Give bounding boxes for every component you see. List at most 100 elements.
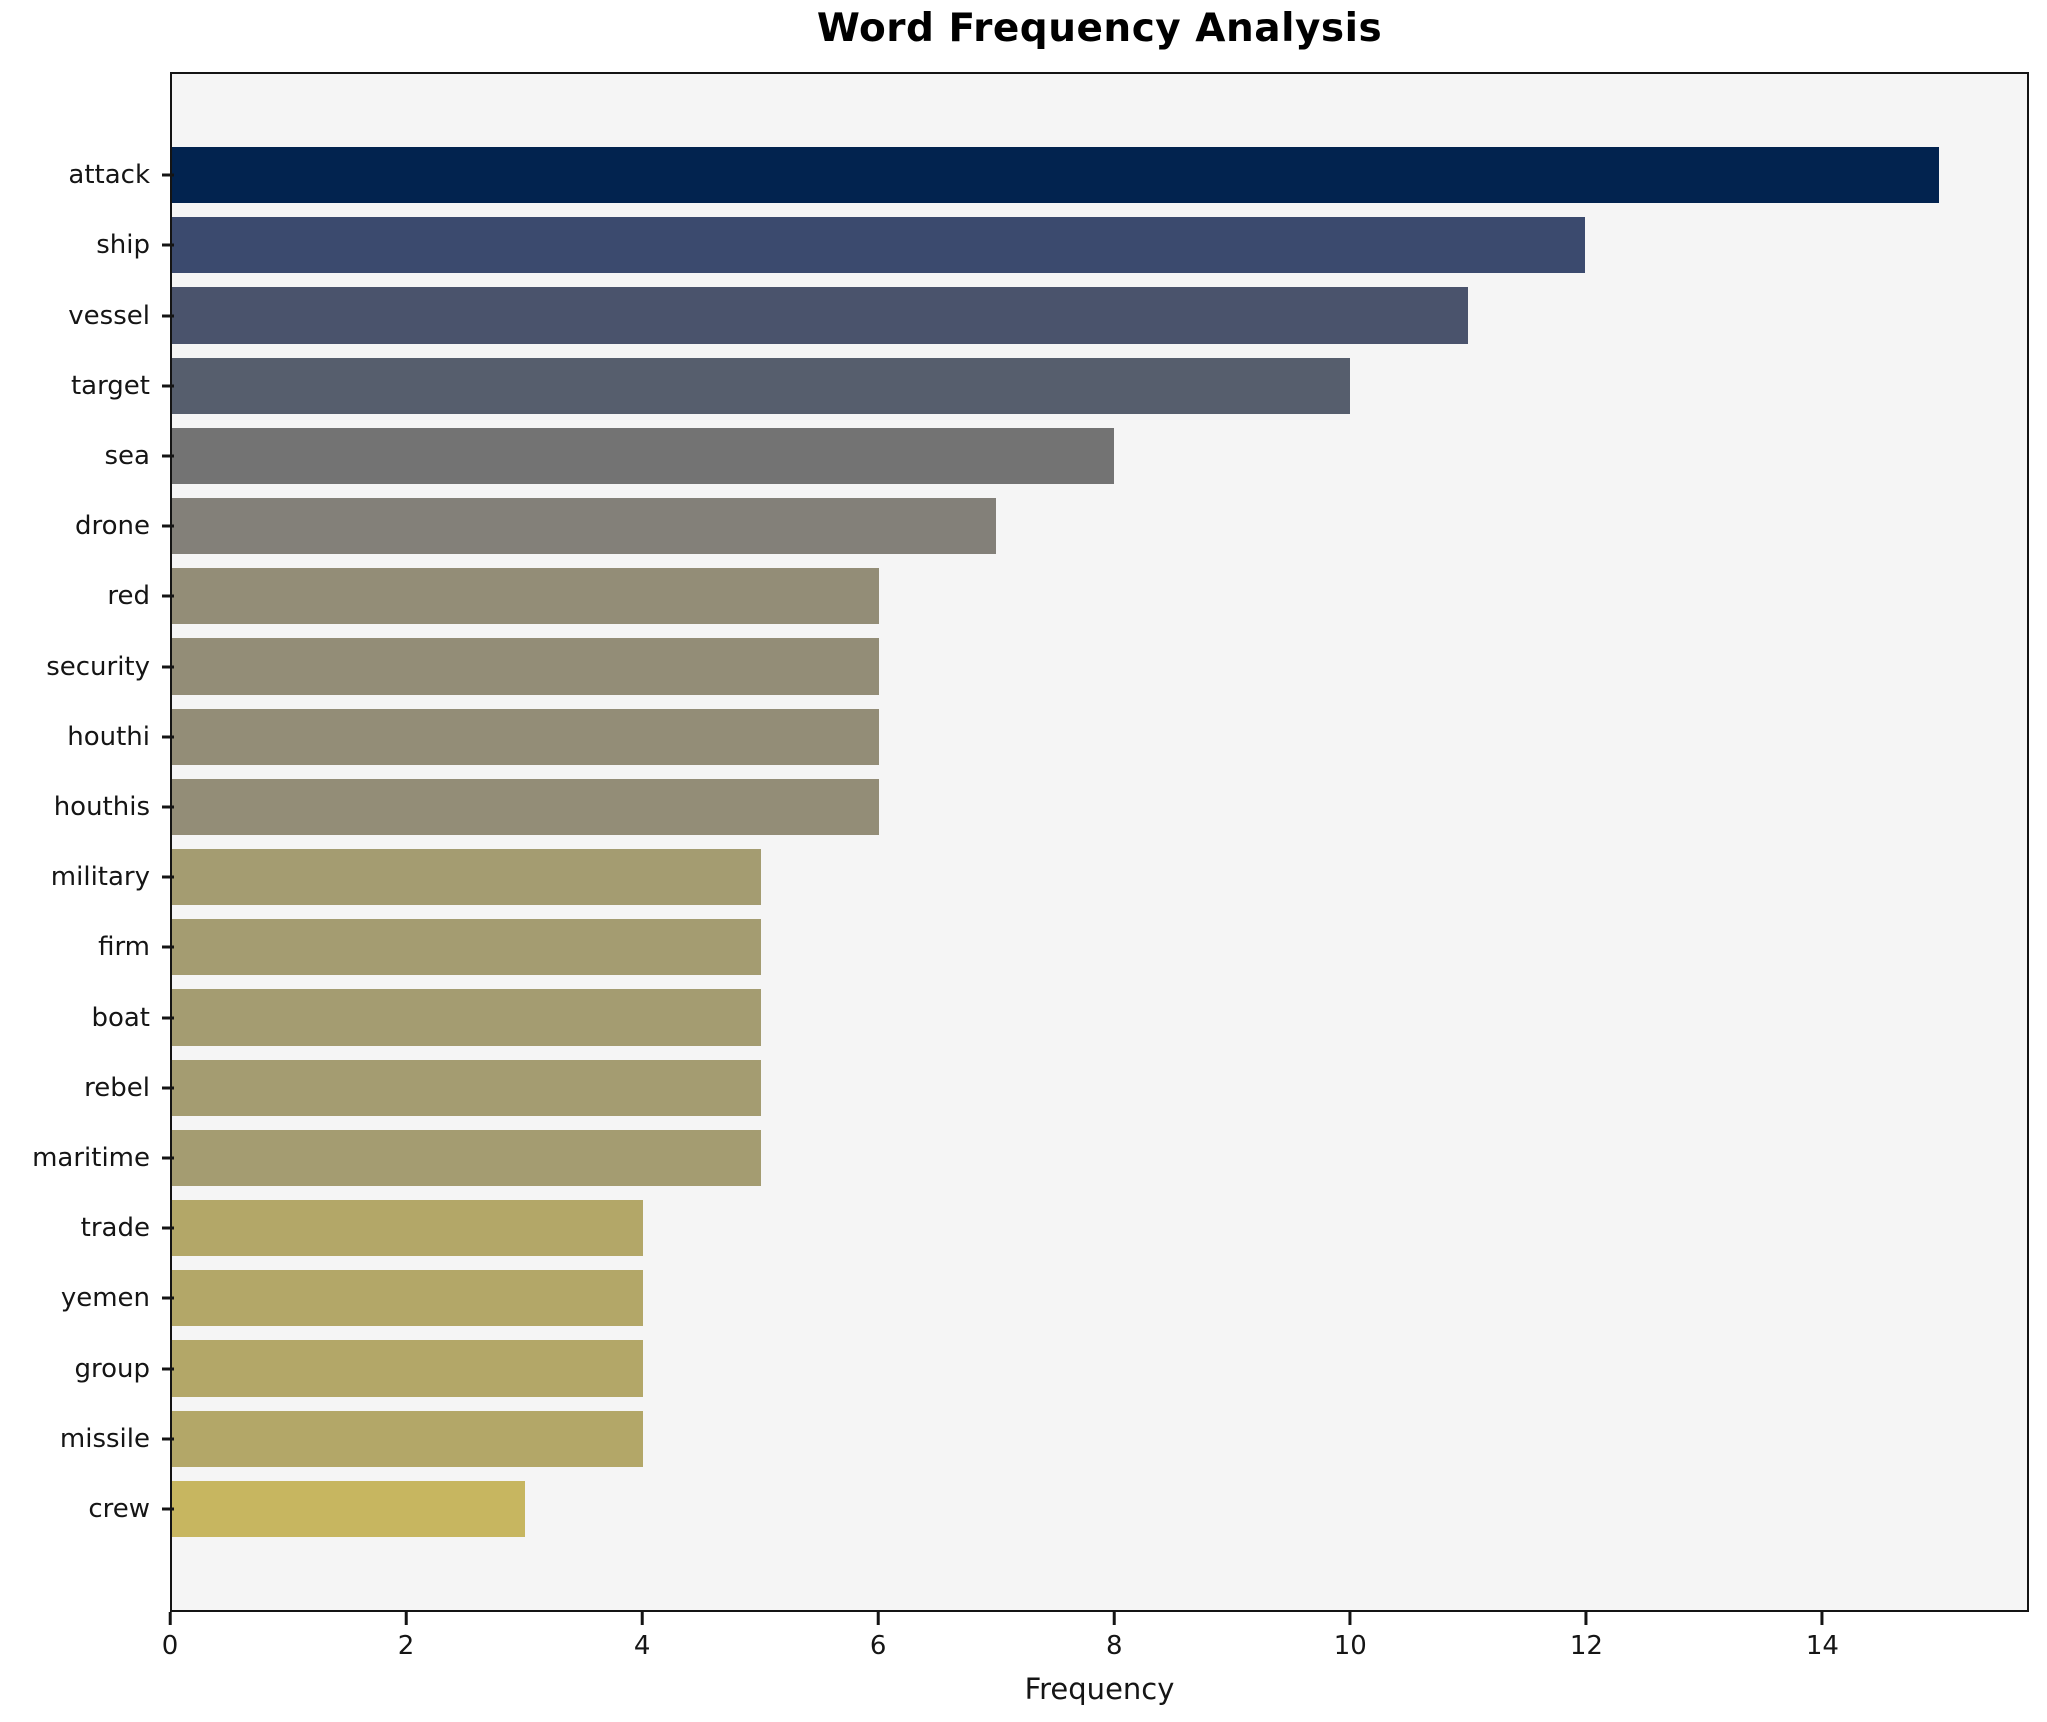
bar-yemen <box>172 1270 644 1327</box>
x-tick-label-10: 10 <box>1333 1631 1367 1661</box>
bar-missile <box>172 1410 644 1467</box>
bar-row-houthi: houthi <box>67 702 2027 772</box>
y-tick-mark <box>162 1086 174 1090</box>
bar-crew <box>172 1480 526 1538</box>
bar-red <box>172 568 879 625</box>
bar-row-attack: attack <box>68 140 2027 210</box>
x-tick-2: 2 <box>397 1612 415 1661</box>
bar-houthis <box>172 778 879 835</box>
bar-boat <box>172 989 761 1046</box>
bar-row-ship: ship <box>96 210 2027 280</box>
y-tick-mark <box>162 594 174 598</box>
bar-row-trade: trade <box>81 1193 2027 1263</box>
bar-security <box>172 638 879 695</box>
bar-sea <box>172 427 1115 484</box>
y-tick-label-houthi: houthi <box>67 721 150 752</box>
chart-title: Word Frequency Analysis <box>816 6 1383 51</box>
x-tick-6: 6 <box>869 1612 887 1661</box>
bar-target <box>172 357 1350 414</box>
x-axis-label: Frequency <box>1024 1672 1175 1706</box>
x-tick-mark <box>1584 1612 1588 1625</box>
bar-row-security: security <box>46 631 2027 701</box>
bar-row-boat: boat <box>91 982 2027 1052</box>
bars-container: attack ship vessel target sea drone red securit… <box>32 140 2027 1544</box>
x-tick-label-6: 6 <box>869 1631 887 1661</box>
x-tick-mark <box>404 1612 408 1625</box>
y-tick-label-security: security <box>46 651 150 682</box>
y-tick-label-attack: attack <box>68 160 150 191</box>
y-tick-mark <box>162 1507 174 1511</box>
x-tick-label-0: 0 <box>161 1631 179 1661</box>
bar-row-military: military <box>51 842 2027 912</box>
y-tick-mark <box>162 384 174 388</box>
x-tick-12: 12 <box>1570 1612 1603 1661</box>
y-tick-label-military: military <box>50 862 150 893</box>
x-tick-label-2: 2 <box>397 1631 415 1661</box>
x-tick-label-14: 14 <box>1805 1631 1839 1661</box>
bar-attack <box>172 147 1939 204</box>
y-tick-mark <box>162 1156 174 1160</box>
y-tick-mark <box>162 945 174 949</box>
bar-houthi <box>172 708 879 765</box>
y-tick-label-rebel: rebel <box>84 1072 150 1103</box>
x-axis: 0 2 4 6 8 10 12 14 <box>162 1612 2029 1682</box>
x-tick-label-12: 12 <box>1569 1631 1603 1661</box>
bar-row-rebel: rebel <box>84 1053 2027 1123</box>
y-tick-mark <box>162 1437 174 1441</box>
y-tick-label-vessel: vessel <box>68 300 150 331</box>
y-tick-label-crew: crew <box>88 1493 150 1524</box>
bar-rebel <box>172 1059 761 1116</box>
y-tick-label-trade: trade <box>80 1213 150 1244</box>
x-tick-mark <box>1820 1612 1824 1625</box>
x-tick-mark <box>876 1612 880 1625</box>
bar-row-crew: crew <box>88 1474 2027 1544</box>
y-tick-mark <box>162 243 174 247</box>
x-tick-mark <box>1348 1612 1352 1625</box>
y-tick-label-group: group <box>74 1353 150 1384</box>
x-tick-mark <box>640 1612 644 1625</box>
x-tick-14: 14 <box>1806 1612 1839 1661</box>
bar-vessel <box>172 287 1468 344</box>
y-tick-mark <box>162 524 174 528</box>
y-tick-label-target: target <box>70 370 150 401</box>
y-tick-mark <box>162 1226 174 1230</box>
bar-military <box>172 849 761 906</box>
y-tick-mark <box>162 1016 174 1020</box>
y-tick-mark <box>162 1296 174 1300</box>
x-tick-label-8: 8 <box>1105 1631 1123 1661</box>
y-tick-mark <box>162 314 174 317</box>
bar-row-drone: drone <box>75 491 2027 561</box>
y-tick-label-houthis: houthis <box>53 791 150 822</box>
y-tick-mark <box>162 875 174 879</box>
y-tick-mark <box>162 454 174 458</box>
x-tick-mark <box>168 1612 172 1625</box>
y-tick-mark <box>162 735 174 739</box>
bar-drone <box>172 498 997 555</box>
bar-row-missile: missile <box>60 1404 2027 1474</box>
y-tick-mark <box>162 173 174 177</box>
bar-row-group: group <box>74 1333 2027 1403</box>
bar-trade <box>172 1200 644 1257</box>
bar-row-sea: sea <box>105 421 2027 491</box>
y-tick-label-missile: missile <box>59 1423 150 1454</box>
bar-row-target: target <box>71 351 2027 421</box>
y-tick-mark <box>162 1367 174 1371</box>
y-tick-label-drone: drone <box>74 511 150 542</box>
bar-row-yemen: yemen <box>61 1263 2027 1333</box>
y-tick-label-firm: firm <box>98 932 150 963</box>
bar-row-vessel: vessel <box>68 280 2027 350</box>
x-tick-label-4: 4 <box>633 1631 651 1661</box>
bar-row-houthis: houthis <box>54 772 2027 842</box>
y-tick-mark <box>162 805 174 809</box>
bar-row-red: red <box>107 561 2027 631</box>
bar-row-firm: firm <box>98 912 2027 982</box>
x-tick-8: 8 <box>1106 1612 1123 1661</box>
y-tick-label-red: red <box>107 581 150 612</box>
x-tick-10: 10 <box>1334 1612 1367 1661</box>
y-tick-label-boat: boat <box>91 1002 150 1033</box>
bar-group <box>172 1340 644 1397</box>
y-tick-label-ship: ship <box>96 230 150 261</box>
x-tick-4: 4 <box>633 1612 651 1661</box>
bar-ship <box>172 217 1586 274</box>
